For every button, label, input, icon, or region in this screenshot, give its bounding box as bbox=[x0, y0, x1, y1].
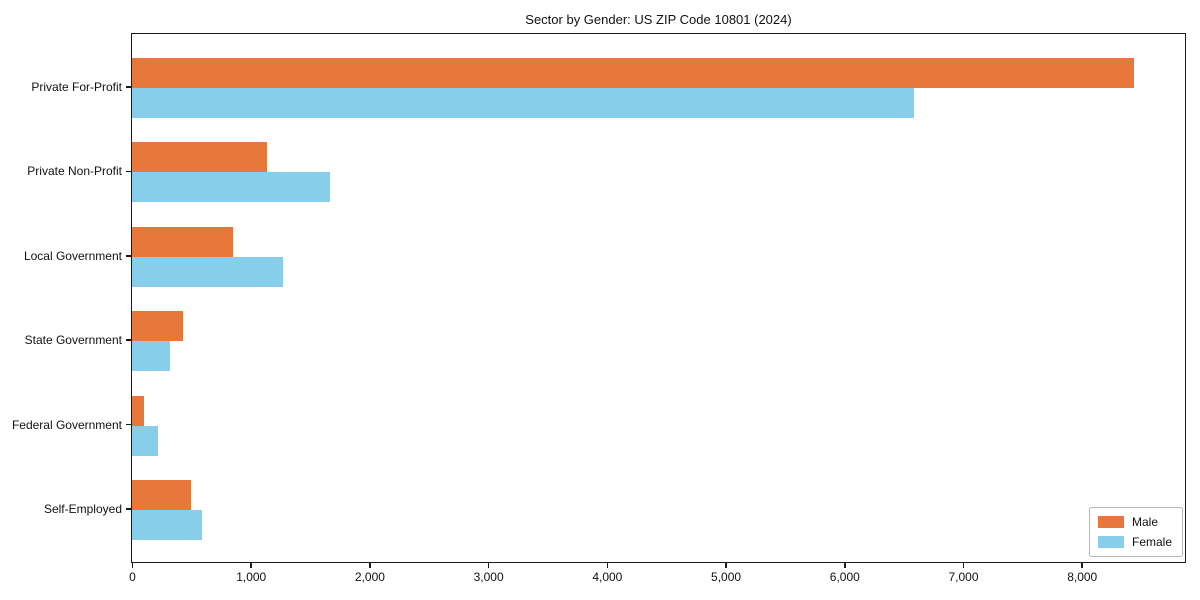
y-tick-mark bbox=[126, 86, 131, 88]
x-tick-mark bbox=[844, 563, 846, 568]
bar-female-private-for-profit bbox=[132, 88, 915, 118]
x-tick-mark bbox=[487, 563, 490, 568]
x-tick-mark bbox=[250, 563, 252, 568]
plot-area bbox=[131, 33, 1186, 563]
x-tick-label: 1,000 bbox=[236, 570, 267, 584]
y-tick-mark bbox=[126, 508, 131, 510]
y-tick-label-private-non-profit: Private Non-Profit bbox=[27, 164, 122, 179]
y-tick-label-local-government: Local Government bbox=[23, 248, 122, 263]
bar-female-local-government bbox=[132, 256, 283, 287]
male-series-swatch bbox=[1097, 516, 1124, 528]
y-tick-mark bbox=[126, 339, 131, 341]
female-series-swatch bbox=[1097, 536, 1124, 548]
y-tick-label-private-for-profit: Private For-Profit bbox=[31, 80, 122, 94]
y-tick-label-federal-government: Federal Government bbox=[11, 417, 122, 432]
x-tick-mark bbox=[606, 563, 609, 568]
x-tick-label: 7,000 bbox=[948, 570, 979, 584]
x-tick-label: 5,000 bbox=[711, 570, 742, 584]
x-tick-label: 6,000 bbox=[829, 570, 860, 584]
bar-male-private-for-profit bbox=[132, 58, 1134, 88]
x-tick-mark bbox=[962, 563, 965, 568]
legend-label-male: Male bbox=[1131, 515, 1158, 529]
x-tick-label: 0 bbox=[129, 570, 136, 584]
bar-male-local-government bbox=[132, 226, 233, 257]
legend-entry-female: Female bbox=[1097, 535, 1172, 549]
legend-entry-male: Male bbox=[1097, 515, 1172, 529]
x-tick-label: 8,000 bbox=[1067, 570, 1098, 584]
y-tick-mark bbox=[126, 423, 131, 426]
y-tick-mark bbox=[126, 170, 131, 173]
chart-title: Sector by Gender: US ZIP Code 10801 (202… bbox=[525, 12, 792, 27]
x-tick-label: 4,000 bbox=[592, 570, 623, 584]
bar-female-state-government bbox=[132, 341, 170, 372]
bar-female-federal-government bbox=[132, 425, 159, 456]
bar-female-self-employed bbox=[132, 510, 203, 540]
x-tick-label: 2,000 bbox=[354, 570, 385, 584]
x-tick-mark bbox=[725, 563, 727, 568]
y-tick-label-state-government: State Government bbox=[24, 333, 122, 348]
x-tick-mark bbox=[131, 563, 134, 568]
x-tick-mark bbox=[369, 563, 371, 568]
bar-male-federal-government bbox=[132, 395, 144, 426]
bar-male-private-non-profit bbox=[132, 142, 268, 173]
bar-male-self-employed bbox=[132, 480, 192, 510]
y-tick-mark bbox=[126, 255, 131, 257]
x-tick-mark bbox=[1081, 563, 1083, 568]
bar-female-private-non-profit bbox=[132, 172, 331, 203]
bar-male-state-government bbox=[132, 311, 184, 342]
legend-label-female: Female bbox=[1131, 535, 1172, 549]
legend: Male Female bbox=[1088, 507, 1183, 557]
x-tick-label: 3,000 bbox=[473, 570, 504, 584]
y-tick-label-self-employed: Self-Employed bbox=[43, 502, 122, 516]
